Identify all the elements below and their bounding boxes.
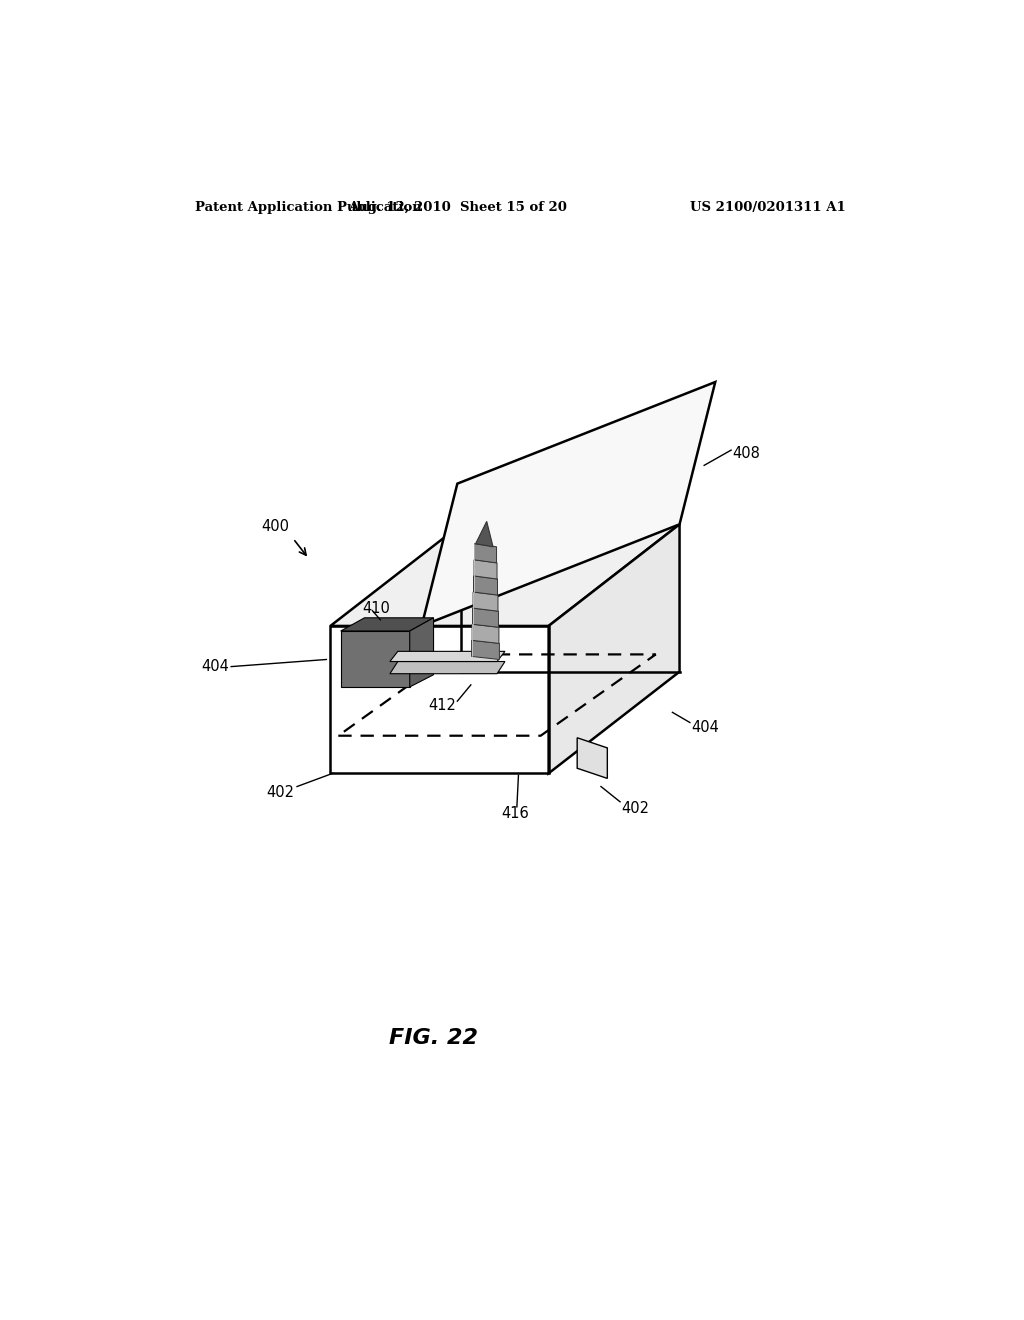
Polygon shape: [474, 560, 497, 579]
Polygon shape: [422, 381, 715, 626]
Text: 404: 404: [691, 721, 719, 735]
Polygon shape: [341, 618, 433, 631]
Polygon shape: [390, 651, 505, 661]
Text: 416: 416: [502, 807, 529, 821]
Text: 410: 410: [362, 601, 390, 616]
Text: 404: 404: [202, 659, 229, 675]
Text: Patent Application Publication: Patent Application Publication: [196, 201, 422, 214]
Text: 400: 400: [261, 519, 290, 533]
Text: 408: 408: [733, 446, 761, 461]
Text: 402: 402: [266, 785, 295, 800]
Polygon shape: [341, 631, 410, 686]
Text: FIG. 22: FIG. 22: [389, 1027, 478, 1048]
Polygon shape: [578, 738, 607, 779]
Polygon shape: [410, 618, 433, 686]
Polygon shape: [473, 593, 498, 611]
Polygon shape: [472, 624, 499, 643]
Polygon shape: [472, 640, 500, 660]
Polygon shape: [473, 576, 498, 595]
Polygon shape: [475, 521, 494, 546]
Text: 412: 412: [428, 698, 456, 713]
Text: 402: 402: [622, 801, 649, 816]
Polygon shape: [474, 544, 497, 562]
Text: Aug. 12, 2010  Sheet 15 of 20: Aug. 12, 2010 Sheet 15 of 20: [348, 201, 566, 214]
Polygon shape: [390, 661, 505, 673]
Text: US 2100/0201311 A1: US 2100/0201311 A1: [690, 201, 846, 214]
Polygon shape: [473, 609, 499, 627]
Polygon shape: [549, 524, 680, 774]
Polygon shape: [331, 524, 680, 626]
